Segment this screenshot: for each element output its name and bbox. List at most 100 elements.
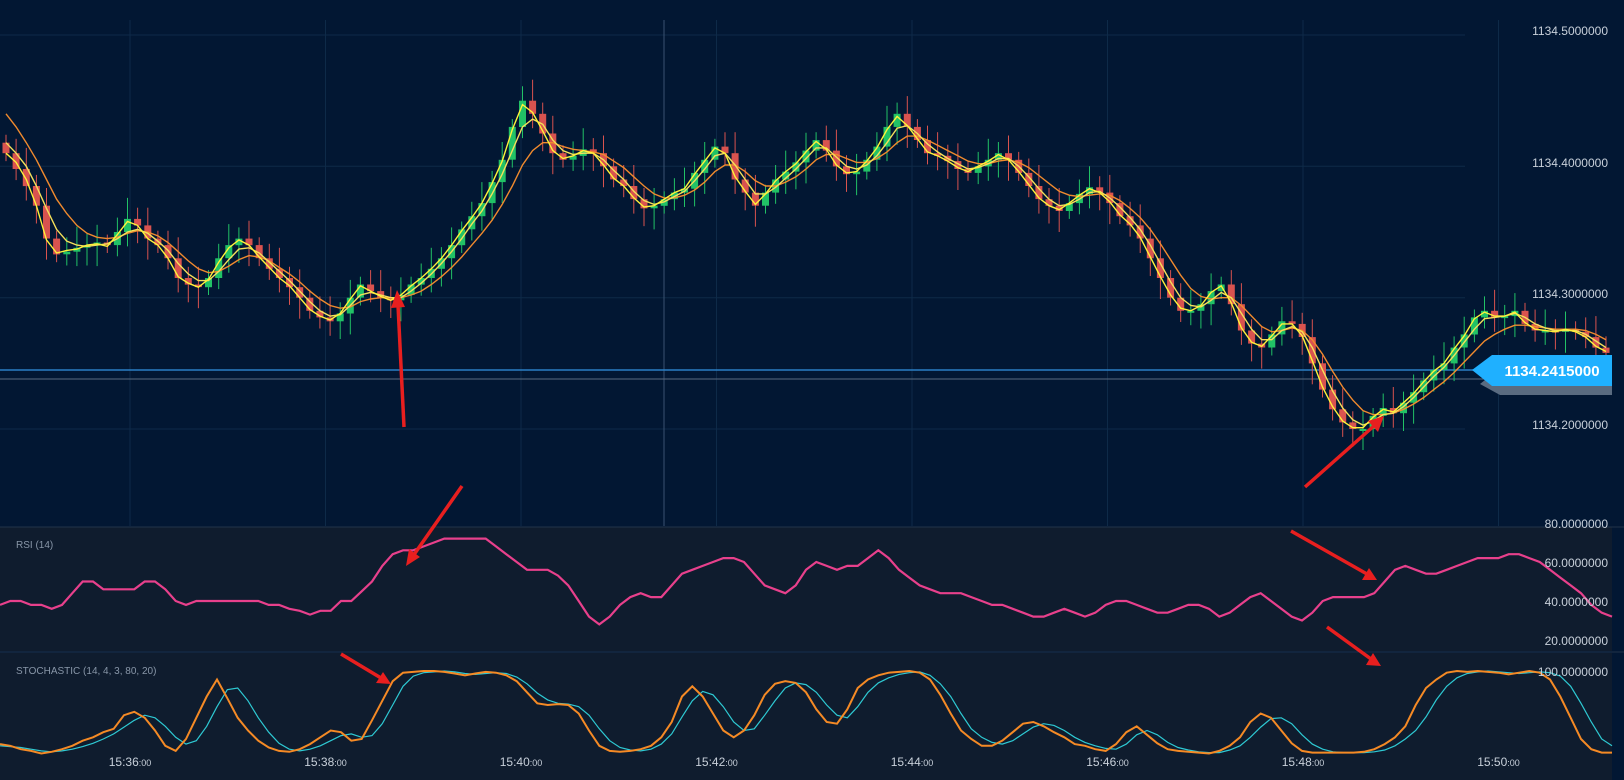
candle-body [205,278,212,288]
candle-body [1217,284,1225,292]
candle-body [265,258,273,269]
candle-body [1278,321,1286,335]
candle-body [12,153,20,169]
candle-body [1430,369,1438,381]
candle-body [762,192,769,206]
candle-body [245,238,253,246]
candle-body [1359,429,1367,431]
price-panel[interactable]: 1134.2415000 1134.5000000 1134.4000000 1… [0,20,1612,526]
candle-body [1400,402,1407,414]
candle-body [1156,258,1164,278]
time-axis-label-main: 15:36 [109,755,139,769]
stochastic-panel[interactable]: STOCHASTIC (14, 4, 3, 80, 20) 100.000000… [0,651,1624,780]
time-axis-label: 15:44:00 [891,755,934,769]
candle-body [529,100,537,114]
time-axis-label-main: 15:46 [1086,755,1116,769]
candle-body [306,297,314,311]
candle-body [1146,238,1154,259]
candle-body [822,140,830,151]
rsi-line-group [0,537,1613,626]
candle-body [954,161,962,169]
candle-body [1136,225,1144,239]
candle-body [1339,409,1347,423]
candle-body [1025,172,1033,186]
arrow-price-right [1303,423,1377,489]
time-axis-label: 15:42:00 [695,755,738,769]
candle-body [2,142,10,154]
candle-body [194,284,202,288]
candle-body [832,150,840,167]
candle-body [468,216,476,230]
candle-body [407,284,415,295]
candle-body [1501,316,1509,319]
current-price-tag: 1134.2415000 [1472,355,1612,395]
candle-body [63,251,71,255]
candle-body [367,284,375,292]
candle-body [721,146,729,154]
candle-body [1055,205,1063,211]
candle-body [184,278,192,285]
rsi-axis-label: 20.0000000 [1545,634,1609,648]
candle-body [1349,422,1357,429]
time-axis-label: 15:36:00 [109,755,152,769]
annotation-arrows [340,290,1384,684]
candle-body [134,218,142,226]
ma-mid-line [5,118,1607,426]
candle-body [1096,187,1104,193]
candle-body [731,153,739,180]
time-axis-label: 15:38:00 [304,755,347,769]
candle-body [286,278,293,288]
candle-body [934,153,942,156]
candle-body [1227,284,1235,305]
candle-body [336,313,344,322]
candle-body [1207,291,1215,305]
candle-body [296,287,304,298]
candle-body [417,278,425,285]
rsi-panel[interactable]: 80.0000000 RSI (14) 60.0000000 40.000000… [0,517,1624,651]
time-axis-label-seconds: :00 [1312,758,1325,768]
candle-body [519,100,526,127]
candle-body [225,245,233,259]
time-axis-label-seconds: :00 [139,758,152,768]
arrow-head [391,290,405,308]
time-axis-label-seconds: :00 [334,758,347,768]
time-axis-label: 15:50:00 [1477,755,1520,769]
candle-body [1116,203,1124,217]
candle-body [1268,334,1276,348]
candle-body [174,258,182,278]
arrow-stoch-left [340,652,382,680]
candle-body [1237,304,1245,331]
ma-slow-line [5,113,1607,416]
time-axis-label-main: 15:44 [891,755,921,769]
price-tag-box [1472,355,1612,386]
arrow-head [406,549,420,566]
candle-body [1319,363,1326,390]
arrow-stoch-right [1325,625,1373,661]
candle-body [843,166,850,175]
candle-body [1541,330,1549,333]
candle-body [701,159,709,173]
time-axis-label: 15:48:00 [1282,755,1325,769]
candle-body [1379,408,1387,416]
rsi-axis-label: 40.0000000 [1545,595,1609,609]
time-axis-label-seconds: :00 [1116,758,1129,768]
candle-body [1389,408,1397,414]
price-axis-label: 1134.5000000 [1532,24,1608,38]
candle-body [994,153,1002,160]
candle-body [508,126,516,160]
candle-body [741,179,749,193]
candle-body [387,297,395,301]
candle-body [640,199,648,209]
rsi-line [0,537,1613,626]
candle-body [1288,321,1296,324]
candle-body [1470,317,1478,335]
stochastic-panel-background [0,653,1612,780]
stochastic-lines-group [0,669,1613,755]
time-axis: 15:36:00 15:38:00 15:40:00 15:42:00 15:44:00… [109,755,1520,769]
candle-body [356,284,364,298]
candle-body [812,140,820,151]
candle-body [1167,278,1175,298]
time-axis-label-seconds: :00 [530,758,543,768]
time-axis-label-main: 15:42 [695,755,725,769]
